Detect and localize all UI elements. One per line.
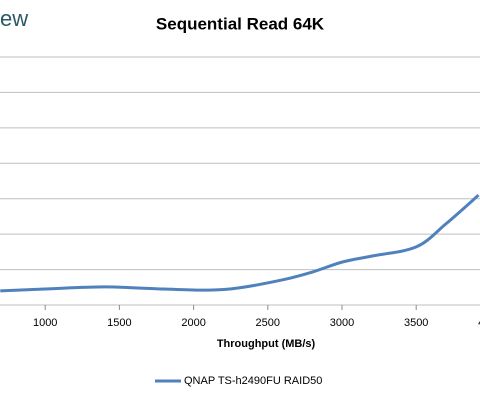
x-tick-label: 3500 [404,317,428,329]
legend-label: QNAP TS-h2490FU RAID50 [184,375,322,387]
data-line [0,194,480,293]
x-tick-label: 2000 [181,317,205,329]
x-axis-label: Throughput (MB/s) [217,338,316,350]
x-tick-label: 2500 [256,317,280,329]
x-tick-label: 1500 [107,317,131,329]
chart-title: Sequential Read 64K [156,14,325,33]
logo-text: ew [0,6,28,31]
x-tick-label: 4000 [478,317,480,329]
x-tick-label: 1000 [33,317,57,329]
x-tick-label: 3000 [330,317,354,329]
